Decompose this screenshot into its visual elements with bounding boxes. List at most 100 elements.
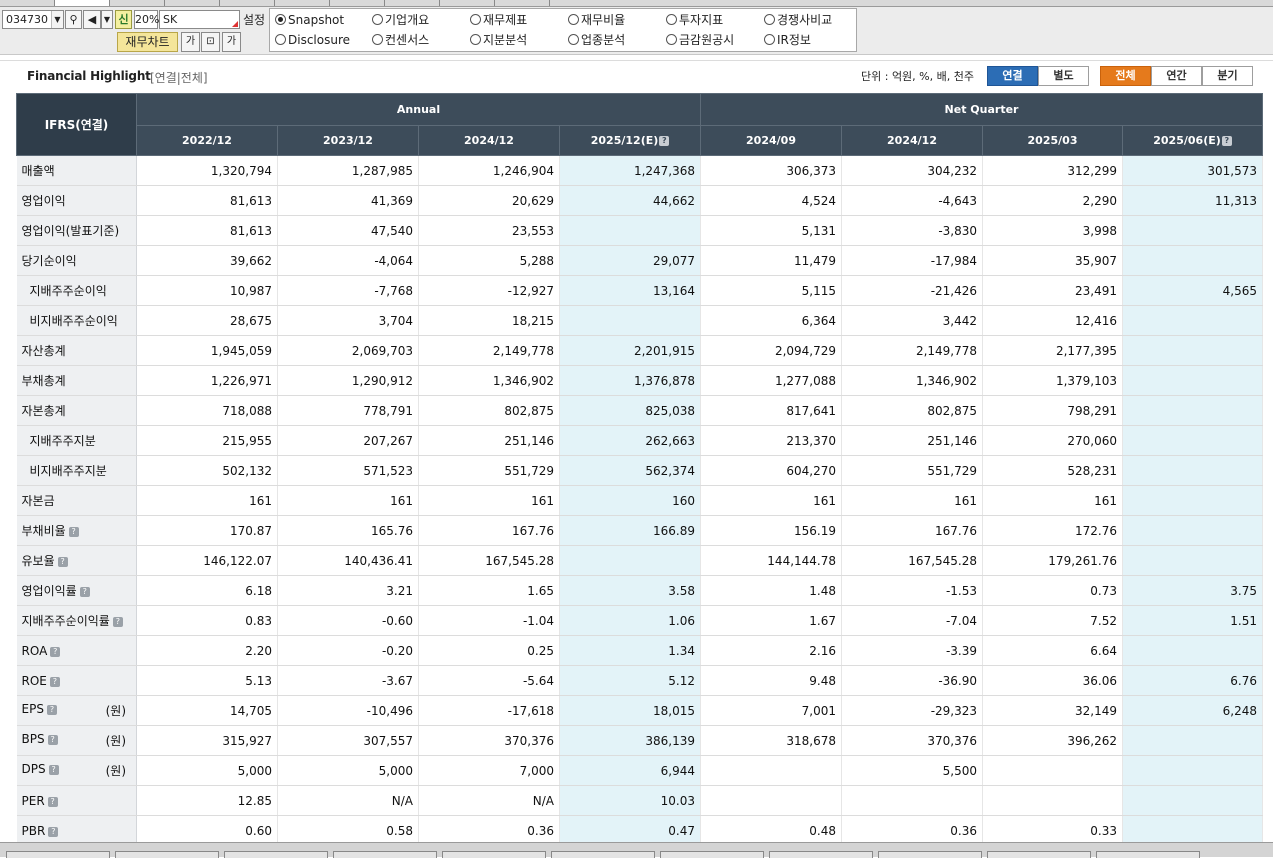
table-row: 영업이익(발표기준) 81,613 47,540 23,553 5,131 -3,830 3… [16, 215, 1264, 246]
help-icon[interactable]: ? [46, 705, 57, 715]
radio-peer-compare[interactable]: 경쟁사비교 [764, 11, 832, 29]
radio-fss-disclosure[interactable]: 금감원공시 [666, 31, 734, 49]
bottom-tab[interactable] [442, 851, 546, 858]
bottom-tab[interactable] [660, 851, 764, 858]
table-cell: -10,496 [277, 695, 419, 726]
table-cell: 5,288 [418, 245, 560, 276]
search-icon[interactable]: ⚲ [65, 10, 82, 29]
new-button[interactable]: 신 [115, 10, 132, 29]
period-header: 2025/12(E)? [558, 125, 702, 156]
tab-annual[interactable]: 연간 [1151, 66, 1202, 86]
table-cell: 41,369 [277, 185, 419, 216]
table-cell [1122, 395, 1264, 426]
bottom-tab[interactable] [987, 851, 1091, 858]
top-tab-active[interactable] [55, 0, 110, 6]
help-icon[interactable]: ? [79, 587, 90, 597]
row-label-text: 비지배주주순이익 [29, 314, 118, 328]
table-cell: 0.33 [982, 815, 1124, 846]
tab-all[interactable]: 전체 [1100, 66, 1151, 86]
row-label-text: 영업이익(발표기준) [21, 224, 120, 238]
percent-field[interactable]: 20% [134, 10, 159, 29]
row-label: 자산총계 [16, 335, 137, 366]
bottom-tab[interactable] [224, 851, 328, 858]
table-row: 영업이익 81,613 41,369 20,629 44,662 4,524 -4,643 2… [16, 185, 1264, 216]
bottom-tab[interactable] [115, 851, 219, 858]
radio-investment-index[interactable]: 투자지표 [666, 11, 723, 29]
financial-chart-button[interactable]: 재무차트 [117, 32, 178, 52]
table-cell: -29,323 [841, 695, 984, 726]
help-icon[interactable]: ? [50, 646, 61, 657]
table-cell: 6.76 [1122, 665, 1264, 696]
expand-icon[interactable]: ⊡ [201, 32, 220, 52]
page-subtitle: [연결|전체] [150, 71, 208, 85]
speaker-icon[interactable]: ◀ [83, 10, 101, 29]
bottom-tab[interactable] [1096, 851, 1200, 858]
table-cell: 562,374 [559, 455, 702, 486]
table-cell: 262,663 [559, 425, 702, 456]
table-row: PBR? 0.60 0.58 0.36 0.47 0.48 0.36 0.33 [16, 815, 1264, 846]
stock-code-input[interactable]: 034730 ▼ [2, 10, 64, 29]
table-row: DPS? (원) 5,000 5,000 7,000 6,944 5,500 [16, 755, 1264, 786]
top-tab[interactable] [385, 0, 440, 6]
chevron-down-icon[interactable]: ▼ [101, 10, 113, 29]
radio-ir-info[interactable]: IR정보 [764, 31, 811, 49]
bottom-tab-strip [0, 842, 1273, 858]
radio-consensus[interactable]: 컨센서스 [372, 31, 429, 49]
top-tab[interactable] [440, 0, 495, 6]
table-cell: 18,015 [559, 695, 702, 726]
font-size-icon[interactable]: 가 [181, 32, 200, 52]
help-icon[interactable]: ? [48, 765, 59, 775]
radio-financial-statements[interactable]: 재무제표 [470, 11, 527, 29]
row-label-text: 지배주주순이익 [29, 284, 107, 298]
radio-disclosure[interactable]: Disclosure [275, 31, 350, 49]
row-label-text: 영업이익 [21, 194, 66, 208]
help-icon[interactable]: ? [49, 676, 60, 687]
period-label: 2025/06(E) [1153, 134, 1221, 147]
table-cell: -4,643 [841, 185, 984, 216]
help-icon[interactable]: ? [47, 796, 58, 807]
help-icon[interactable]: ? [112, 617, 123, 627]
stock-name-input[interactable]: SK [159, 10, 240, 29]
bottom-tab[interactable] [6, 851, 110, 858]
bottom-tab[interactable] [333, 851, 437, 858]
period-label: 2024/12 [464, 134, 514, 147]
table-cell: 0.36 [418, 815, 560, 846]
table-row: 영업이익률? 6.18 3.21 1.65 3.58 1.48 -1.53 0.73 3.75 [16, 575, 1264, 606]
top-tab[interactable] [165, 0, 220, 6]
corner-marker-icon [232, 21, 238, 27]
radio-company-overview[interactable]: 기업개요 [372, 11, 429, 29]
table-row: 당기순이익 39,662 -4,064 5,288 29,077 11,479 -17,98… [16, 245, 1264, 276]
table-cell: 10.03 [559, 785, 702, 816]
setting-link[interactable]: 설정 [243, 13, 266, 27]
radio-shareholding[interactable]: 지분분석 [470, 31, 527, 49]
radio-financial-ratio[interactable]: 재무비율 [568, 11, 625, 29]
top-tab[interactable] [275, 0, 330, 6]
table-cell [559, 215, 702, 246]
corner-header: IFRS(연결) [16, 93, 137, 156]
help-icon[interactable]: ? [68, 527, 79, 537]
bottom-tab[interactable] [769, 851, 873, 858]
help-icon[interactable]: ? [48, 826, 59, 837]
tab-separate[interactable]: 별도 [1038, 66, 1089, 86]
help-icon[interactable]: ? [659, 136, 670, 146]
radio-icon [275, 34, 286, 45]
help-icon[interactable]: ? [1221, 136, 1232, 146]
radio-industry-analysis[interactable]: 업종분석 [568, 31, 625, 49]
help-icon[interactable]: ? [57, 557, 68, 567]
period-header: 2024/12 [841, 125, 984, 156]
bottom-tab[interactable] [878, 851, 982, 858]
chevron-down-icon[interactable]: ▼ [51, 11, 63, 28]
font-larger-icon[interactable]: 가 [222, 32, 241, 52]
top-tab[interactable] [330, 0, 385, 6]
help-icon[interactable]: ? [47, 735, 58, 745]
tab-quarter[interactable]: 분기 [1202, 66, 1253, 86]
top-tab[interactable] [220, 0, 275, 6]
period-label: 2024/12 [887, 134, 937, 147]
top-tab[interactable] [110, 0, 165, 6]
tab-consolidated[interactable]: 연결 [987, 66, 1038, 86]
bottom-tab[interactable] [551, 851, 655, 858]
top-tab[interactable] [0, 0, 55, 6]
radio-snapshot[interactable]: Snapshot [275, 11, 344, 29]
radio-icon [568, 14, 579, 25]
top-tab[interactable] [495, 0, 550, 6]
